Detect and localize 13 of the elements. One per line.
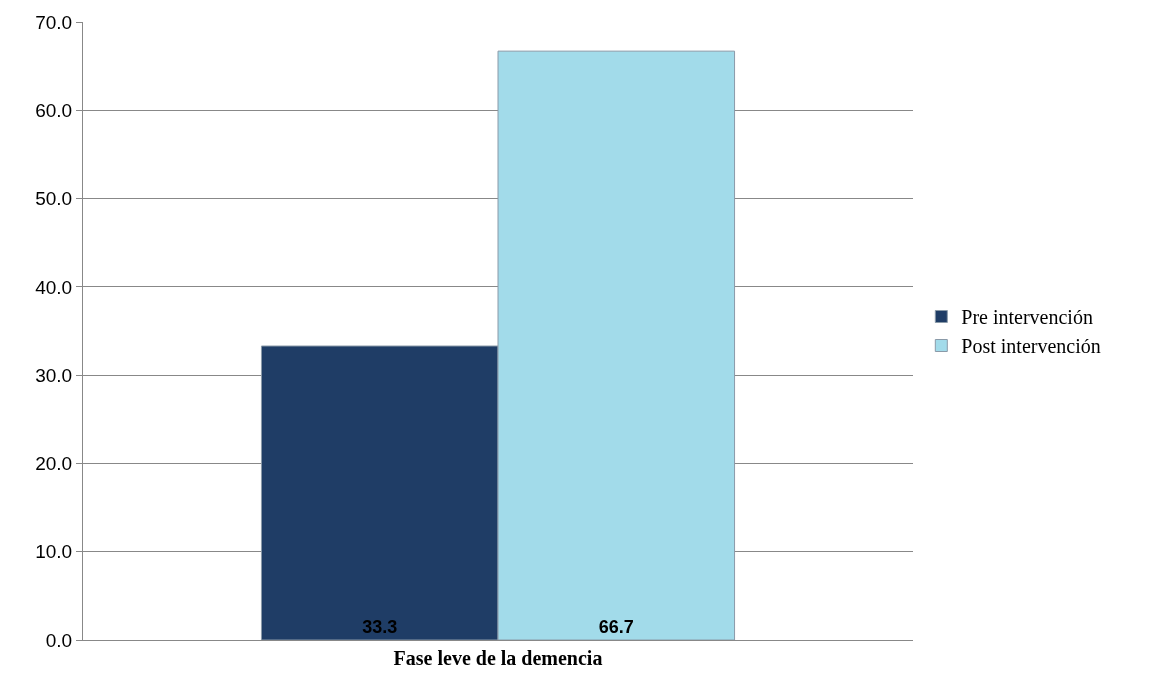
legend-label: Post intervención — [961, 335, 1101, 358]
legend-label: Pre intervención — [961, 306, 1093, 329]
y-tick-label: 20.0 — [35, 453, 73, 475]
data-label: 66.7 — [598, 617, 634, 637]
y-tick-label: 60.0 — [35, 99, 73, 121]
y-tick-label: 30.0 — [35, 364, 73, 386]
y-tick-label: 40.0 — [35, 276, 73, 298]
x-tick-label: Fase leve de la demencia — [393, 647, 603, 669]
y-tick-label: 10.0 — [35, 541, 73, 563]
data-label: 33.3 — [362, 617, 398, 637]
y-tick-label: 50.0 — [35, 188, 73, 210]
y-tick-label: 0.0 — [45, 629, 73, 651]
y-tick-label: 70.0 — [35, 11, 73, 33]
